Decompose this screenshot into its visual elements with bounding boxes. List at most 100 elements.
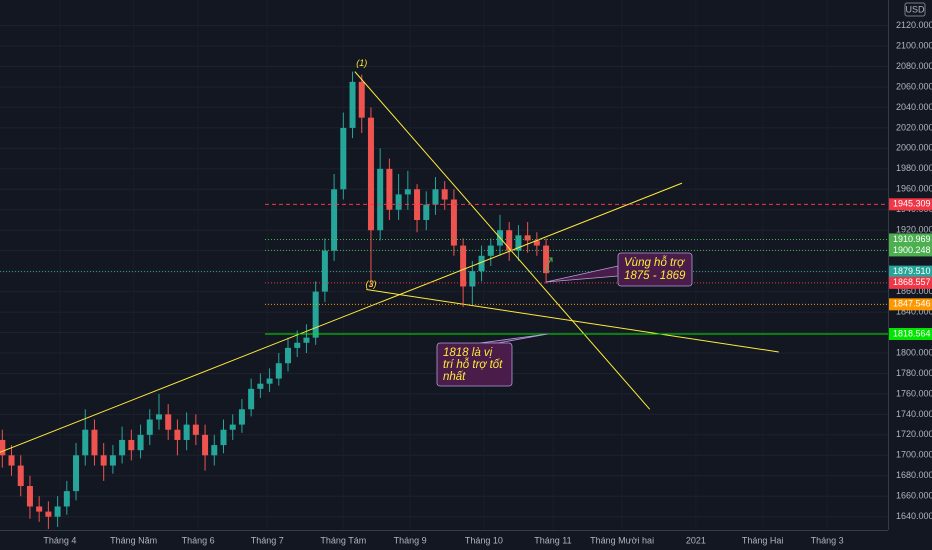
callout-text: 1818 là vị (443, 347, 493, 359)
candle-body (460, 245, 467, 287)
y-tick-label: 2020.000 (896, 122, 932, 132)
candle-body (0, 439, 6, 456)
y-tick-label: 1720.000 (896, 429, 932, 439)
callout-box (436, 342, 513, 387)
candle-body (36, 506, 43, 512)
candle-body (441, 189, 448, 200)
candle-body (506, 230, 513, 251)
y-tick-label: 1680.000 (896, 470, 932, 480)
x-tick-label: Tháng 3 (811, 535, 844, 545)
x-tick-label: Tháng Mười hai (590, 535, 654, 545)
x-tick-label: Tháng Tám (320, 535, 366, 545)
y-tick-label: 1660.000 (896, 491, 932, 501)
x-tick-label: Tháng 11 (534, 535, 571, 545)
candle-body (82, 429, 89, 456)
axes: 1640.000 1660.000 1680.000 1700.000 1720.000… (43, 20, 932, 545)
candle-body (340, 127, 347, 190)
currency-button[interactable] (904, 2, 926, 17)
y-tick-label: 1700.000 (896, 450, 932, 460)
candle-body (423, 204, 430, 220)
candle-body (146, 419, 153, 435)
price-level-tag (889, 265, 932, 278)
candle-body (63, 491, 70, 507)
candle-body (109, 455, 116, 466)
candle-body (543, 245, 550, 274)
candle-body (377, 168, 384, 231)
candle-body (8, 455, 15, 466)
price-level-tag (889, 198, 932, 211)
y-tick-label: 1760.000 (896, 388, 932, 398)
x-tick-label: Tháng 4 (43, 535, 76, 545)
y-tick-label: 1980.000 (896, 163, 932, 173)
price-level-tag (889, 233, 932, 246)
candle-body (183, 424, 190, 440)
wave-label: (3) (365, 279, 376, 289)
candle-body (100, 455, 107, 466)
candle-body (321, 250, 328, 292)
price-level-tag (889, 298, 932, 311)
candle-body (119, 439, 126, 456)
candle-body (128, 439, 135, 451)
candle-body (524, 235, 531, 241)
y-tick-label: 2120.000 (896, 20, 932, 30)
y-tick-label: 2040.000 (896, 102, 932, 112)
candle-body (386, 168, 393, 210)
price-level-label: 1868.557 (893, 277, 931, 287)
price-level-label: 1945.309 (893, 199, 931, 209)
y-tick-label: 1640.000 (896, 511, 932, 521)
candle-body (478, 255, 485, 272)
y-tick-label: 2060.000 (896, 81, 932, 91)
candle-body (432, 189, 439, 205)
callout-text: trí hỗ trợ tốt (443, 358, 503, 371)
candle-body (414, 189, 421, 220)
x-tick-label: 2021 (686, 535, 706, 545)
x-tick-label: Tháng 9 (394, 535, 427, 545)
candle-body (358, 81, 365, 118)
candle-body (165, 414, 172, 430)
candle-body (404, 189, 411, 195)
candle-body (73, 455, 80, 492)
arrow-drawing (545, 257, 553, 273)
candle-body (257, 383, 264, 389)
price-level-label: 1847.546 (893, 299, 931, 309)
price-level-tag (889, 327, 932, 340)
candle-body (367, 117, 374, 231)
y-tick-label: 2000.000 (896, 143, 932, 153)
y-tick-label: 1740.000 (896, 409, 932, 419)
candle-body (303, 337, 310, 343)
callout-text: nhất (443, 371, 466, 383)
candle-body (45, 511, 52, 517)
candle-body (174, 429, 181, 440)
y-tick-label: 1840.000 (896, 306, 932, 316)
currency[interactable]: USD (905, 4, 925, 14)
candle-body (220, 429, 227, 446)
candle-body (312, 291, 319, 338)
y-tick-label: 2080.000 (896, 61, 932, 71)
candle-body (229, 424, 236, 430)
candle-body (17, 465, 24, 487)
trend-line (354, 71, 651, 410)
wave-label: (1) (356, 58, 367, 68)
price-level-label: 1818.564 (893, 328, 931, 338)
candle-body (275, 363, 282, 379)
price-level-label: 1910.969 (893, 234, 931, 244)
candle-body (91, 429, 98, 456)
y-tick-label: 1960.000 (896, 184, 932, 194)
candle-body (202, 434, 209, 456)
callout-text: Vùng hỗ trợ (624, 256, 685, 269)
candle-body (137, 434, 144, 451)
x-tick-label: Tháng Năm (110, 535, 157, 545)
candle-body (155, 414, 162, 420)
y-tick-label: 1860.000 (896, 286, 932, 296)
candle-body (285, 347, 292, 364)
candle-body (331, 189, 338, 251)
trend-line (366, 289, 779, 353)
price-level-tag (889, 276, 932, 289)
candle-body (533, 240, 540, 246)
candle-body (349, 81, 356, 128)
candle-body (211, 445, 218, 456)
callout-text: 1875 - 1869 (624, 270, 686, 282)
x-tick-label: Tháng 7 (251, 535, 284, 545)
candle-body (266, 378, 273, 384)
